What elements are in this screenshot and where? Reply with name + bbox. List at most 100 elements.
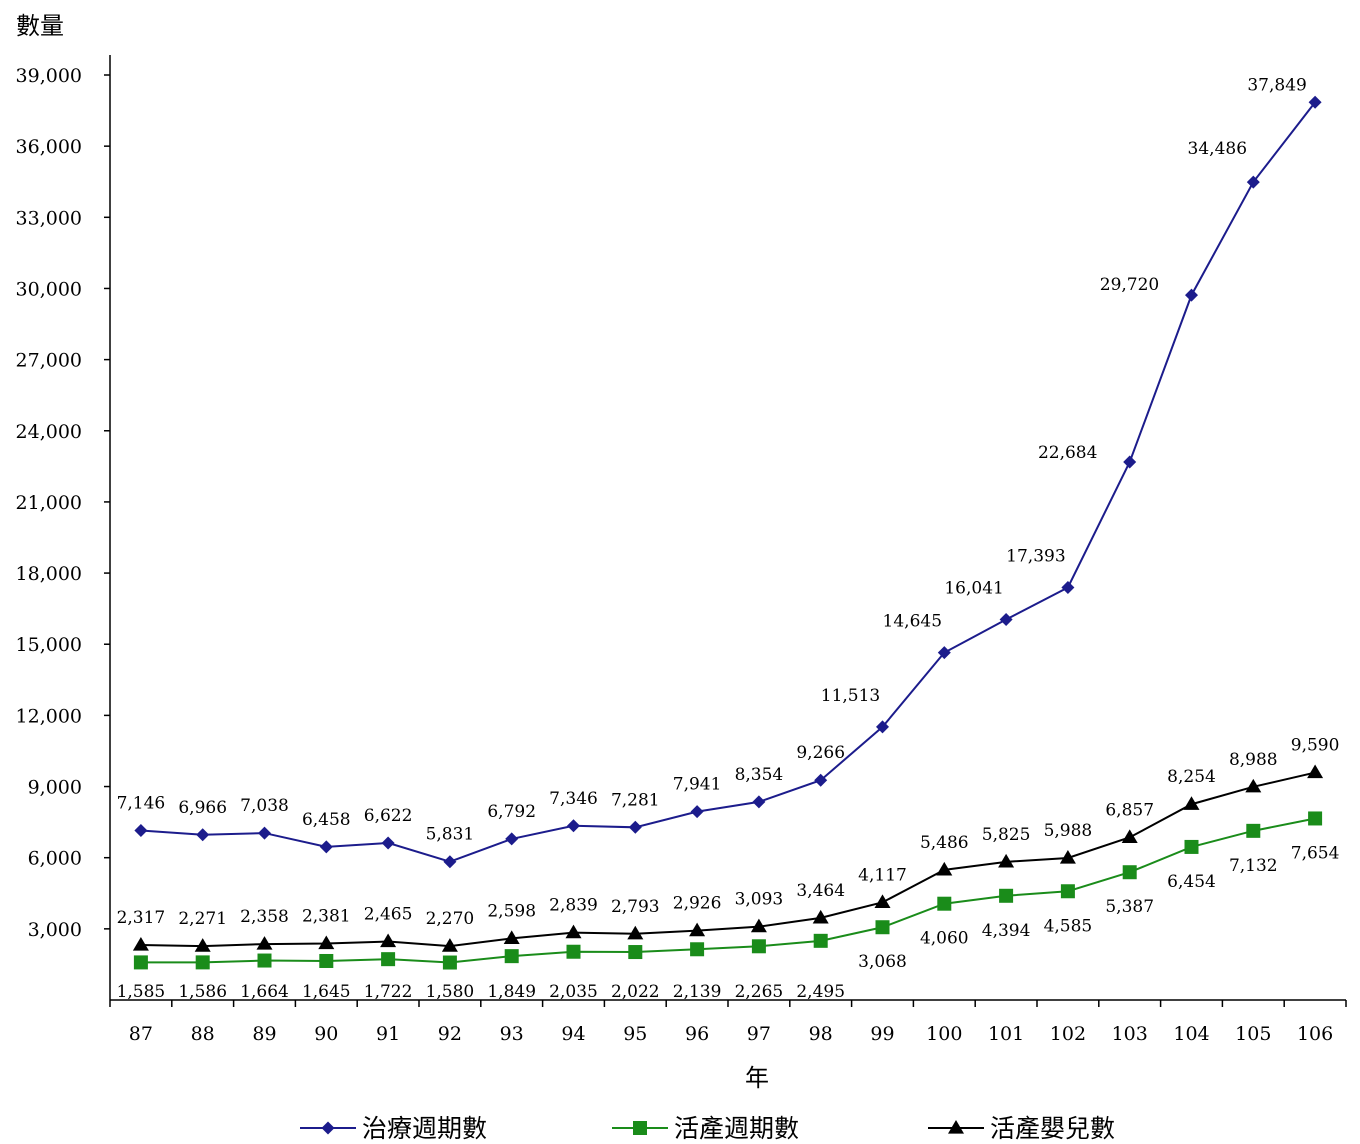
data-point <box>999 888 1014 903</box>
data-point <box>566 944 581 959</box>
y-tick-label: 6,000 <box>28 848 82 870</box>
data-point <box>1308 95 1322 109</box>
data-label: 1,585 <box>117 982 166 1002</box>
legend-label: 治療週期數 <box>362 1114 487 1143</box>
data-label: 37,849 <box>1247 75 1306 95</box>
x-tick-label: 103 <box>1112 1023 1148 1045</box>
data-label: 1,586 <box>178 982 227 1002</box>
x-tick-label: 87 <box>129 1023 153 1045</box>
data-label: 7,654 <box>1291 843 1340 863</box>
data-label: 3,068 <box>858 952 907 972</box>
data-label: 2,035 <box>549 982 598 1002</box>
data-point <box>1123 455 1137 469</box>
data-label: 2,270 <box>426 909 475 929</box>
data-label: 8,988 <box>1229 750 1278 770</box>
x-tick-label: 101 <box>988 1023 1024 1045</box>
data-label: 5,825 <box>982 825 1031 845</box>
data-point <box>319 840 333 854</box>
data-point <box>1307 764 1324 779</box>
series-layer <box>132 95 1324 970</box>
data-label: 6,458 <box>302 810 351 830</box>
y-tick-label: 24,000 <box>16 421 82 443</box>
data-point <box>1060 884 1075 899</box>
data-label: 16,041 <box>944 579 1003 599</box>
data-point <box>1308 811 1323 826</box>
data-label: 7,281 <box>611 790 660 810</box>
legend-marker <box>948 1120 964 1134</box>
data-label: 2,793 <box>611 897 660 917</box>
series-line <box>140 771 1316 948</box>
data-point <box>876 720 889 734</box>
y-tick-label: 27,000 <box>16 350 82 372</box>
data-point <box>318 935 335 950</box>
data-point <box>381 952 396 967</box>
data-label: 2,139 <box>673 982 722 1002</box>
data-point <box>751 939 766 954</box>
data-label: 17,393 <box>1006 546 1065 566</box>
data-label: 4,060 <box>920 929 969 949</box>
y-tick-label: 18,000 <box>16 563 82 585</box>
data-label: 2,265 <box>735 982 784 1002</box>
data-label: 6,454 <box>1167 872 1216 892</box>
data-label: 8,354 <box>735 765 784 785</box>
data-point <box>194 938 211 952</box>
data-label: 22,684 <box>1038 443 1097 463</box>
data-label: 1,580 <box>426 982 475 1002</box>
data-point <box>1183 796 1200 810</box>
data-point <box>134 824 148 838</box>
data-labels: 7,146 6,966 7,038 6,458 6,622 5,831 6,792 7,346… <box>117 75 1340 1002</box>
data-label: 2,495 <box>796 982 845 1002</box>
data-label: 5,988 <box>1044 821 1093 841</box>
data-point <box>257 953 272 968</box>
data-point <box>628 820 642 834</box>
data-label: 8,254 <box>1167 767 1216 787</box>
data-point <box>813 933 828 948</box>
data-point <box>627 925 644 940</box>
data-point <box>195 955 210 970</box>
series-1 <box>134 95 1322 869</box>
x-tick-label: 89 <box>252 1023 276 1045</box>
data-point <box>1185 288 1198 302</box>
legend: 治療週期數 活產週期數 活產嬰兒數 <box>300 1114 1115 1143</box>
data-label: 5,387 <box>1105 897 1154 917</box>
data-label: 3,093 <box>735 890 784 910</box>
data-point <box>999 613 1013 627</box>
x-tick-label: 105 <box>1235 1023 1271 1045</box>
series-line <box>140 817 1316 964</box>
x-tick-label: 94 <box>561 1023 585 1045</box>
y-tick-label: 9,000 <box>28 777 82 799</box>
data-point <box>936 861 953 876</box>
data-label: 6,857 <box>1105 800 1154 820</box>
data-label: 4,585 <box>1044 916 1093 936</box>
y-tick-label: 33,000 <box>16 207 82 229</box>
y-tick-label: 39,000 <box>16 65 82 87</box>
data-label: 2,271 <box>178 909 227 929</box>
x-axis-ticks: 87 88 89 90 91 92 93 94 95 96 97 98 99 100 101 102 103 10… <box>109 1000 1347 1045</box>
data-label: 2,598 <box>487 901 536 921</box>
data-point <box>380 933 397 948</box>
chart-axes: 3,000 6,000 9,000 12,000 15,000 18,000 21,000 2… <box>16 55 1347 1045</box>
data-label: 6,966 <box>178 798 227 818</box>
data-point <box>258 826 271 840</box>
y-tick-label: 36,000 <box>16 136 82 158</box>
legend-item-3: 活產嬰兒數 <box>928 1114 1115 1143</box>
data-label: 6,792 <box>487 802 536 822</box>
data-label: 1,664 <box>240 982 289 1002</box>
data-point <box>319 953 334 968</box>
x-tick-label: 93 <box>500 1023 524 1045</box>
data-point <box>256 936 273 950</box>
data-point <box>1121 829 1138 843</box>
series-2 <box>133 811 1323 970</box>
data-label: 34,486 <box>1188 139 1247 159</box>
data-point <box>998 853 1015 868</box>
data-point <box>1184 839 1199 854</box>
y-tick-label: 15,000 <box>16 634 82 656</box>
data-label: 6,622 <box>364 806 413 826</box>
data-label: 2,381 <box>302 907 351 927</box>
data-point <box>1061 580 1075 594</box>
data-point <box>133 955 148 970</box>
data-point <box>196 828 210 842</box>
data-point <box>442 955 457 970</box>
y-axis-title: 數量 <box>16 12 64 40</box>
